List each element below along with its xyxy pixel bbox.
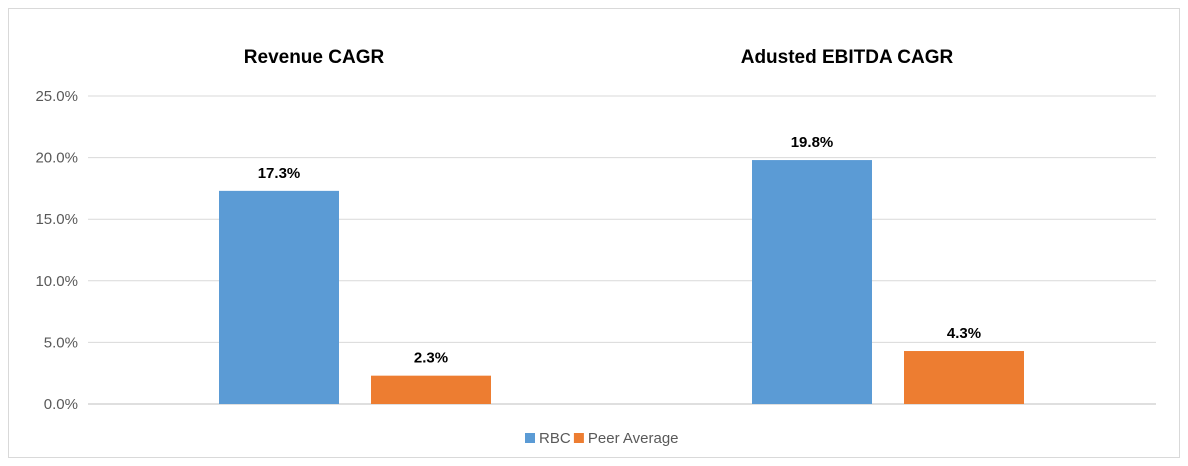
- legend: RBC Peer Average: [525, 430, 679, 447]
- bar: [219, 190, 339, 404]
- y-tick-label: 5.0%: [44, 334, 78, 351]
- y-tick-label: 0.0%: [44, 396, 78, 413]
- y-tick-label: 25.0%: [35, 88, 78, 105]
- y-axis-ticks: 0.0% 5.0% 10.0% 15.0% 20.0% 25.0%: [35, 88, 78, 413]
- bar: [904, 351, 1024, 404]
- data-label: 19.8%: [791, 134, 834, 151]
- data-label: 2.3%: [414, 350, 448, 367]
- data-labels: 17.3% 2.3% 19.8% 4.3%: [258, 134, 981, 367]
- bar: [752, 160, 872, 404]
- y-tick-label: 10.0%: [35, 273, 78, 290]
- legend-swatch: [573, 433, 584, 443]
- data-label: 17.3%: [258, 165, 301, 182]
- legend-label: Peer Average: [588, 430, 679, 447]
- data-label: 4.3%: [947, 325, 981, 342]
- bar: [371, 375, 491, 404]
- panel-titles: Revenue CAGR Adusted EBITDA CAGR: [244, 47, 954, 68]
- y-tick-label: 20.0%: [35, 150, 78, 167]
- y-tick-label: 15.0%: [35, 211, 78, 228]
- panel-title: Revenue CAGR: [244, 47, 385, 68]
- panel-title: Adusted EBITDA CAGR: [741, 47, 954, 68]
- legend-swatch: [525, 433, 535, 443]
- legend-label: RBC: [539, 430, 571, 447]
- bars: [219, 160, 1024, 404]
